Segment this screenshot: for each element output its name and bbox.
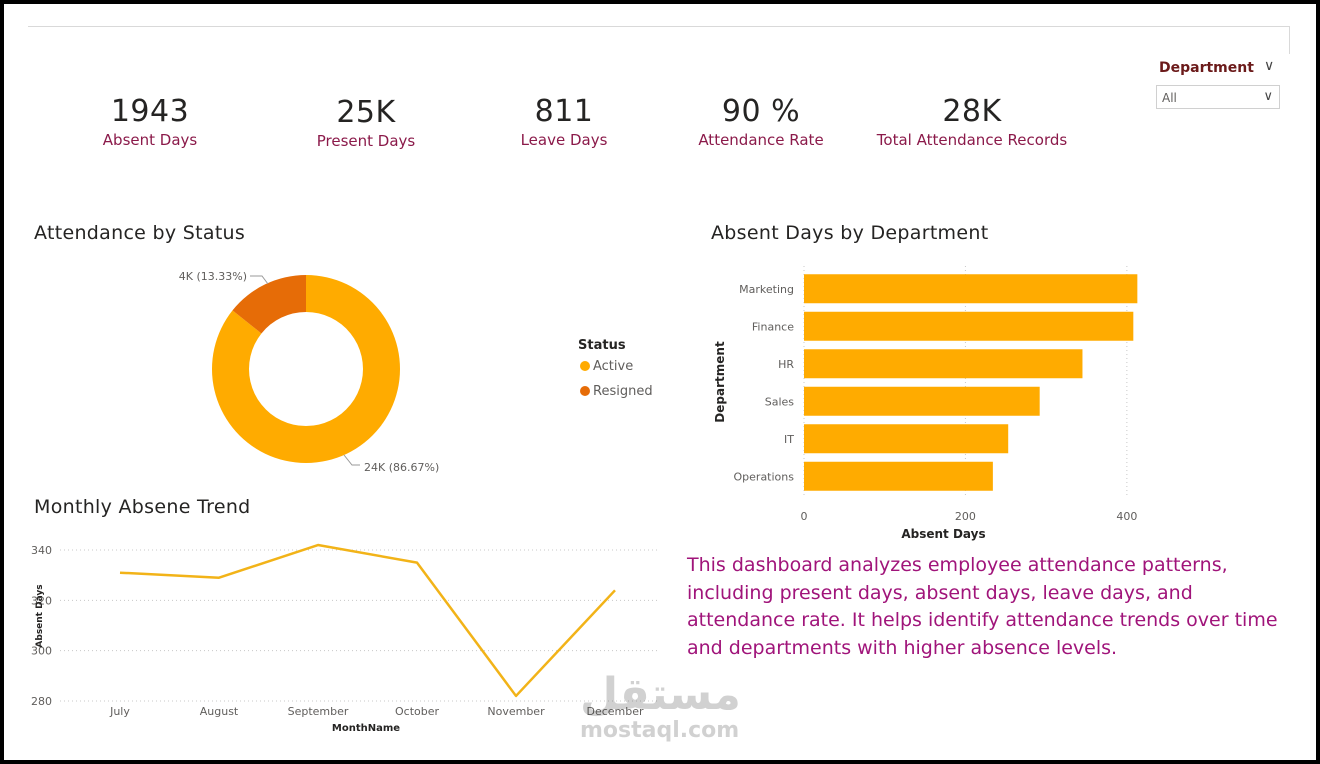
bar-finance [804, 311, 1134, 341]
kpi-attendance-rate[interactable]: 90 % Attendance Rate [686, 94, 836, 149]
bar-marketing [804, 274, 1138, 304]
data-label-resigned: 4K (13.33%) [179, 270, 247, 283]
legend-label: Resigned [593, 384, 653, 399]
legend-dot-icon [580, 361, 590, 371]
kpi-total-records[interactable]: 28K Total Attendance Records [872, 94, 1072, 149]
leader-line [343, 454, 360, 466]
y-tick-label: 340 [31, 544, 52, 557]
watermark-latin: mostaql.com [580, 718, 740, 743]
line-chart-title: Monthly Absene Trend [34, 496, 251, 518]
y-tick-label: 300 [31, 645, 52, 658]
kpi-label: Attendance Rate [698, 131, 824, 149]
kpi-value: 90 % [721, 94, 801, 129]
x-tick-label: August [200, 705, 239, 718]
y-axis-title: Absent Days [35, 584, 45, 647]
donut-chart[interactable]: 4K (13.33%) 24K (86.67%) [0, 258, 660, 488]
y-tick-label: 280 [31, 695, 52, 708]
bar-chart-title: Absent Days by Department [711, 222, 989, 244]
y-tick-label: 320 [31, 594, 52, 607]
donut-chart-title: Attendance by Status [34, 222, 246, 244]
y-tick-label: IT [784, 433, 794, 446]
y-tick-label: Marketing [739, 283, 794, 296]
chevron-down-icon: ∨ [1263, 89, 1273, 104]
x-tick-label: July [109, 705, 130, 718]
series-line-absent-days [119, 543, 616, 698]
x-axis-title: Absent Days [901, 527, 985, 541]
bar-chart[interactable]: 0 200 400 Marketing Finance HR Sales IT Operatio… [700, 252, 1300, 552]
y-tick-label: HR [778, 358, 794, 371]
kpi-label: Present Days [316, 132, 416, 150]
kpi-value: 811 [534, 94, 594, 129]
legend-label: Active [593, 359, 634, 374]
kpi-present-days[interactable]: 25K Present Days [296, 95, 436, 150]
line-chart[interactable]: 280 300 320 340 July August September October No… [20, 530, 700, 755]
bar-operations [804, 461, 993, 491]
department-dropdown[interactable]: All ∨ [1156, 85, 1280, 109]
top-divider-right [1289, 26, 1290, 54]
x-axis-title: MonthName [332, 723, 400, 734]
kpi-label: Leave Days [520, 131, 608, 149]
leader-line [250, 275, 269, 285]
donut-slice-active [211, 275, 400, 463]
y-tick-label: Finance [752, 320, 794, 333]
x-tick-label: November [487, 705, 545, 718]
legend-dot-icon [580, 386, 590, 396]
y-axis-title: Department [713, 341, 727, 423]
dashboard-description: This dashboard analyzes employee attenda… [687, 554, 1278, 659]
x-tick-label: September [288, 705, 349, 718]
donut-slice-resigned [232, 275, 306, 334]
x-tick-label: 200 [955, 510, 976, 523]
kpi-label: Absent Days [102, 131, 198, 149]
bar-it [804, 424, 1009, 454]
legend-item-active[interactable]: Active [580, 359, 633, 374]
kpi-value: 25K [336, 95, 396, 130]
y-tick-label: Sales [765, 395, 795, 408]
bar-sales [804, 386, 1040, 416]
x-tick-label: October [395, 705, 439, 718]
y-tick-label: Operations [734, 470, 795, 483]
slicer-title: Department [1159, 60, 1254, 76]
kpi-label: Total Attendance Records [876, 131, 1068, 149]
x-tick-label: 400 [1116, 510, 1137, 523]
legend-title: Status [578, 338, 626, 353]
watermark-logo: مستقل mostaql.com [580, 669, 741, 744]
x-tick-label: December [586, 705, 644, 718]
top-divider [28, 26, 1290, 27]
kpi-value: 28K [942, 94, 1002, 129]
watermark-arabic: مستقل [580, 669, 741, 720]
data-label-active: 24K (86.67%) [364, 461, 439, 474]
kpi-absent-days[interactable]: 1943 Absent Days [80, 94, 220, 149]
bar-hr [804, 349, 1083, 379]
legend-item-resigned[interactable]: Resigned [580, 384, 653, 399]
chevron-down-icon[interactable]: ∨ [1264, 58, 1275, 74]
dropdown-value: All [1162, 91, 1177, 105]
kpi-value: 1943 [110, 94, 190, 129]
kpi-leave-days[interactable]: 811 Leave Days [494, 94, 634, 149]
x-tick-label: 0 [801, 510, 808, 523]
